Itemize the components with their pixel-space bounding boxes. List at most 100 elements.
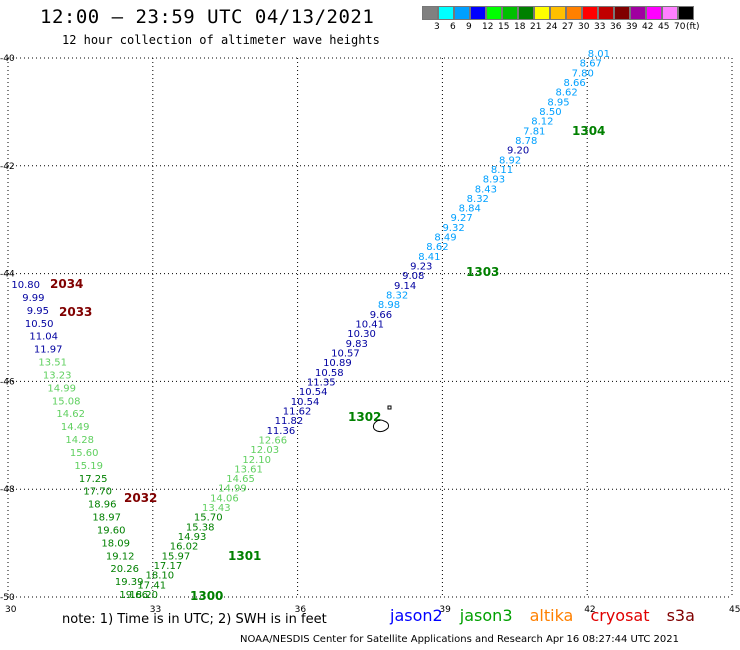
- y-tick-label: -50: [0, 593, 15, 603]
- legend-label: 33: [594, 22, 606, 32]
- y-tick-label: -42: [0, 162, 15, 172]
- legend-label: 21: [530, 22, 542, 32]
- legend-swatch: [502, 6, 518, 20]
- legend-label: 9: [466, 22, 472, 32]
- color-legend: [422, 6, 694, 20]
- swh-value: 18.96: [88, 500, 117, 511]
- swh-value: 10.58: [315, 368, 344, 379]
- swh-value: 10.54: [299, 387, 328, 398]
- x-tick-label: 42: [584, 605, 595, 615]
- swh-value: 8.67: [580, 59, 602, 70]
- swh-value: 8.66: [564, 78, 586, 89]
- islet-outline: [387, 405, 392, 410]
- swh-value: 10.41: [355, 320, 384, 331]
- swh-value: 8.84: [459, 204, 481, 215]
- legend-swatch: [582, 6, 598, 20]
- swh-value: 19.12: [106, 551, 135, 562]
- legend-swatch: [630, 6, 646, 20]
- swh-value: 14.93: [178, 532, 207, 543]
- swh-value: 18.10: [146, 571, 175, 582]
- time-tag: 1303: [466, 265, 499, 279]
- x-tick-label: 33: [150, 605, 161, 615]
- swh-value: 15.38: [186, 522, 215, 533]
- legend-label: (ft): [686, 22, 700, 32]
- swh-value: 9.20: [507, 146, 529, 157]
- swh-value: 8.32: [467, 194, 489, 205]
- sat-altika: altika: [529, 606, 574, 625]
- swh-value: 14.99: [47, 383, 76, 394]
- swh-value: 9.23: [410, 262, 432, 273]
- credit-line: NOAA/NESDIS Center for Satellite Applica…: [240, 634, 679, 645]
- swh-value: 8.41: [418, 252, 440, 263]
- swh-value: 9.14: [394, 281, 416, 292]
- y-tick-label: -48: [0, 485, 15, 495]
- swh-value: 11.04: [29, 332, 58, 343]
- legend-swatch: [566, 6, 582, 20]
- swh-value: 16.02: [170, 542, 199, 553]
- legend-swatch: [486, 6, 502, 20]
- swh-value: 10.57: [331, 348, 360, 359]
- swh-value: 8.93: [483, 175, 505, 186]
- swh-value: 12.03: [250, 445, 279, 456]
- swh-value: 13.61: [234, 464, 263, 475]
- sat-jason3: jason3: [459, 606, 513, 625]
- swh-value: 8.95: [547, 97, 569, 108]
- legend-label: 15: [498, 22, 510, 32]
- x-tick-label: 36: [295, 605, 307, 615]
- swh-value: 14.06: [210, 493, 239, 504]
- swh-value: 10.50: [25, 319, 54, 330]
- time-tag: 2033: [59, 305, 92, 319]
- time-tag: 2032: [124, 491, 157, 505]
- swh-value: 19.66: [119, 590, 148, 601]
- footer-note: note: 1) Time is in UTC; 2) SWH is in fe…: [62, 612, 327, 627]
- swh-value: 14.49: [61, 422, 90, 433]
- legend-swatch: [438, 6, 454, 20]
- swh-value: 11.97: [34, 345, 63, 356]
- swh-value: 17.25: [79, 474, 108, 485]
- swh-value: 15.08: [52, 396, 81, 407]
- sat-cryosat: cryosat: [590, 606, 650, 625]
- legend-swatch: [598, 6, 614, 20]
- y-tick-label: -46: [0, 377, 15, 387]
- legend-swatch: [662, 6, 678, 20]
- swh-value: 9.99: [22, 293, 44, 304]
- swh-value: 12.66: [259, 435, 288, 446]
- swh-value: 8.12: [531, 117, 553, 128]
- legend-label: 70: [674, 22, 686, 32]
- swh-value: 12.10: [242, 455, 271, 466]
- map-subtitle: 12 hour collection of altimeter wave hei…: [62, 33, 380, 47]
- swh-value: 8.98: [378, 300, 400, 311]
- legend-swatch: [550, 6, 566, 20]
- sat-s3a: s3a: [666, 606, 695, 625]
- swh-value: 11.36: [267, 426, 296, 437]
- swh-value: 15.97: [162, 551, 191, 562]
- swh-value: 9.27: [451, 213, 473, 224]
- swh-value: 8.62: [555, 88, 577, 99]
- swh-value: 9.32: [442, 223, 464, 234]
- legend-label: 39: [626, 22, 638, 32]
- legend-swatch: [422, 6, 438, 20]
- swh-value: 9.66: [370, 310, 392, 321]
- map-title: 12:00 – 23:59 UTC 04/13/2021: [40, 6, 375, 28]
- island-outline: [372, 419, 389, 433]
- time-tag: 1301: [228, 549, 261, 563]
- swh-value: 8.62: [426, 242, 448, 253]
- legend-label: 45: [658, 22, 670, 32]
- legend-label: 6: [450, 22, 456, 32]
- swh-value: 14.99: [218, 484, 247, 495]
- swh-value: 10.54: [291, 397, 320, 408]
- time-tag: 1304: [572, 124, 605, 138]
- y-tick-label: -44: [0, 270, 15, 280]
- swh-value: 8.92: [499, 155, 521, 166]
- swh-value: 19.60: [97, 525, 126, 536]
- x-tick-label: 45: [729, 605, 740, 615]
- legend-label: 36: [610, 22, 622, 32]
- swh-value: 13.43: [202, 503, 231, 514]
- swh-value: 18.97: [92, 513, 121, 524]
- swh-value: 14.65: [226, 474, 255, 485]
- swh-value: 9.83: [346, 339, 368, 350]
- swh-value: 10.30: [347, 329, 376, 340]
- swh-value: 10.80: [11, 280, 40, 291]
- satellite-legend: jason2 jason3 altika cryosat s3a: [390, 606, 707, 625]
